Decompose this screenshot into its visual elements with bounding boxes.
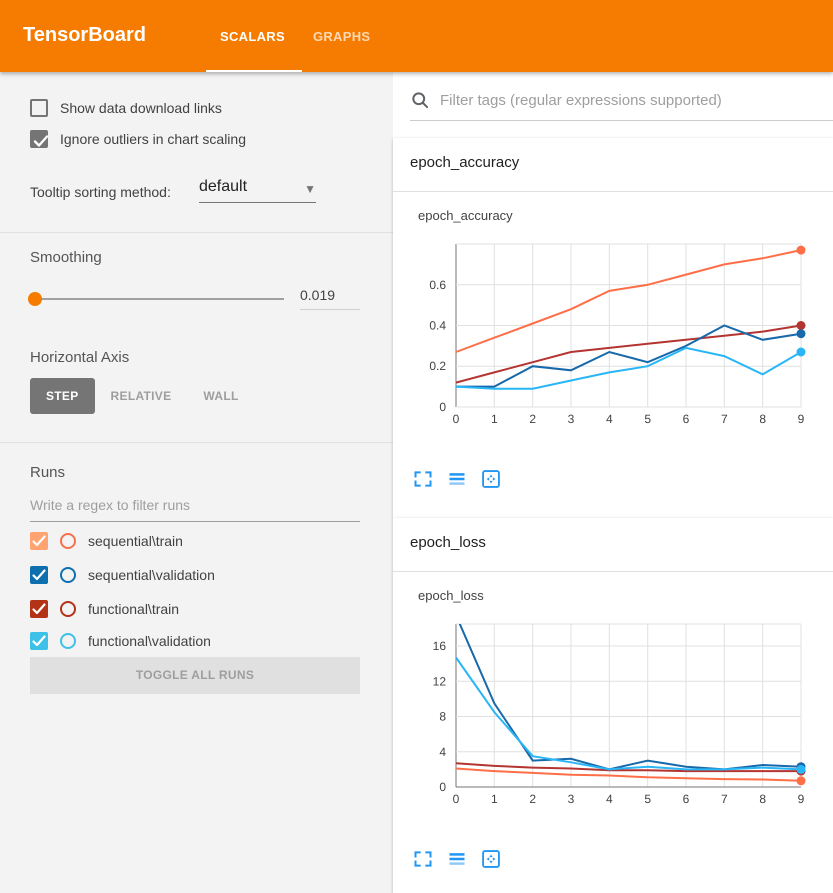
svg-text:8: 8 bbox=[759, 792, 766, 806]
svg-text:6: 6 bbox=[683, 412, 690, 426]
svg-text:1: 1 bbox=[491, 792, 498, 806]
svg-text:0.2: 0.2 bbox=[429, 359, 446, 373]
svg-text:3: 3 bbox=[568, 412, 575, 426]
svg-text:7: 7 bbox=[721, 412, 728, 426]
svg-text:8: 8 bbox=[759, 412, 766, 426]
svg-text:3: 3 bbox=[568, 792, 575, 806]
svg-text:2: 2 bbox=[529, 792, 536, 806]
svg-text:5: 5 bbox=[644, 412, 651, 426]
svg-text:0.4: 0.4 bbox=[429, 319, 446, 333]
svg-text:5: 5 bbox=[644, 792, 651, 806]
svg-text:1: 1 bbox=[491, 412, 498, 426]
svg-text:0.6: 0.6 bbox=[429, 278, 446, 292]
svg-text:9: 9 bbox=[798, 792, 805, 806]
svg-text:4: 4 bbox=[439, 745, 446, 759]
svg-text:6: 6 bbox=[683, 792, 690, 806]
svg-text:0: 0 bbox=[439, 400, 446, 414]
svg-text:12: 12 bbox=[433, 674, 447, 688]
svg-text:7: 7 bbox=[721, 792, 728, 806]
svg-text:4: 4 bbox=[606, 412, 613, 426]
svg-text:9: 9 bbox=[798, 412, 805, 426]
svg-text:0: 0 bbox=[439, 780, 446, 794]
svg-text:8: 8 bbox=[439, 710, 446, 724]
svg-text:0: 0 bbox=[453, 792, 460, 806]
svg-text:4: 4 bbox=[606, 792, 613, 806]
svg-text:0: 0 bbox=[453, 412, 460, 426]
svg-text:2: 2 bbox=[529, 412, 536, 426]
svg-text:16: 16 bbox=[433, 639, 447, 653]
